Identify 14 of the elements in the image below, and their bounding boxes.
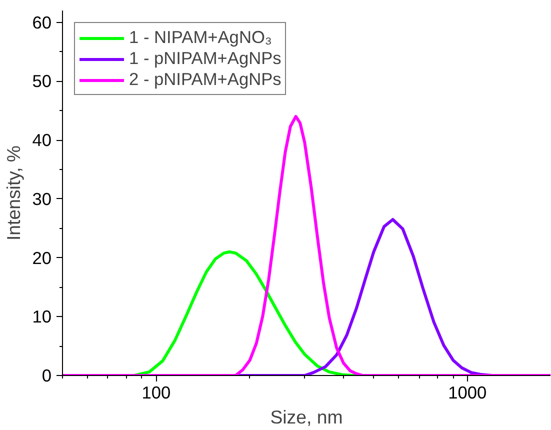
y-axis-title: Intensity, % xyxy=(3,145,24,241)
x-tick-label: 100 xyxy=(142,382,171,402)
y-tick-label: 50 xyxy=(32,71,52,92)
x-tick-label: 1000 xyxy=(448,382,487,402)
y-tick-label: 40 xyxy=(32,130,52,150)
x-axis-title: Size, nm xyxy=(270,406,343,428)
y-tick-label: 10 xyxy=(32,306,52,327)
y-tick-label: 20 xyxy=(32,248,52,268)
legend-label: 1 - pNIPAM+AgNPs xyxy=(129,48,282,69)
y-tick-label: 0 xyxy=(42,366,52,386)
legend-label: 1 - NIPAM+AgNO₃ xyxy=(129,27,272,48)
y-tick-label: 60 xyxy=(32,12,52,32)
legend-label: 2 - pNIPAM+AgNPs xyxy=(129,69,282,90)
y-tick-label: 30 xyxy=(32,188,52,209)
